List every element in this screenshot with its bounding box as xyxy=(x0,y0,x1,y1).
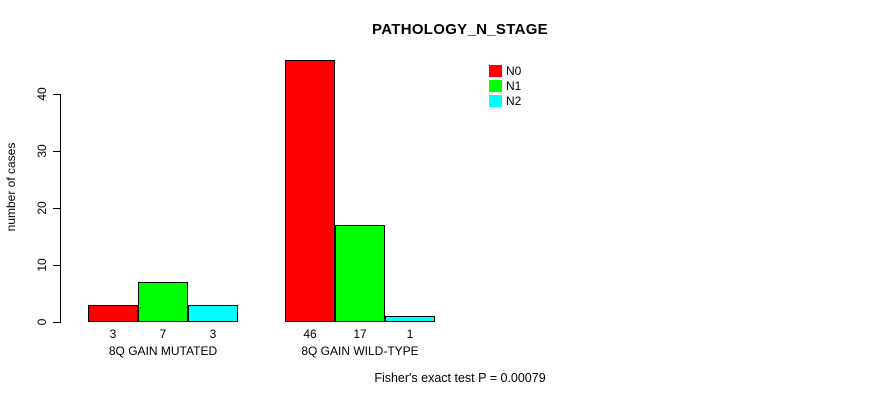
bar-n1-1 xyxy=(335,225,385,322)
y-tick-label: 30 xyxy=(35,144,49,158)
y-tick-mark xyxy=(53,208,60,209)
bar-value-label: 7 xyxy=(159,327,167,341)
y-tick-label: 10 xyxy=(35,258,49,272)
bar-n1-0 xyxy=(138,282,188,322)
legend-item-n2: N2 xyxy=(489,93,521,108)
legend-label: N2 xyxy=(506,93,522,108)
legend-item-n0: N0 xyxy=(489,63,521,78)
y-tick-label: 0 xyxy=(35,318,49,326)
y-tick-mark xyxy=(53,265,60,266)
legend-label: N0 xyxy=(506,63,522,78)
legend-swatch xyxy=(489,79,502,92)
bar-n0-0 xyxy=(88,305,138,322)
y-tick-mark xyxy=(53,94,60,95)
y-axis xyxy=(60,94,61,323)
bar-n2-0 xyxy=(188,305,238,322)
category-label-wild-type: 8Q GAIN WILD-TYPE xyxy=(301,344,419,358)
bar-value-label: 3 xyxy=(109,327,117,341)
legend-swatch xyxy=(489,94,502,107)
annotation-text: Fisher's exact test P = 0.00079 xyxy=(374,371,546,385)
legend: N0 N1 N2 xyxy=(489,63,521,108)
y-tick-label: 20 xyxy=(35,201,49,215)
bar-n2-1 xyxy=(385,316,435,322)
y-axis-label: number of cases xyxy=(4,142,18,232)
legend-swatch xyxy=(489,64,502,77)
bar-value-label: 17 xyxy=(353,327,367,341)
legend-item-n1: N1 xyxy=(489,78,521,93)
y-tick-mark xyxy=(53,322,60,323)
bar-value-label: 3 xyxy=(209,327,217,341)
bar-value-label: 1 xyxy=(406,327,414,341)
legend-label: N1 xyxy=(506,78,522,93)
y-tick-label: 40 xyxy=(35,87,49,101)
y-tick-mark xyxy=(53,151,60,152)
category-label-mutated: 8Q GAIN MUTATED xyxy=(108,344,218,358)
bar-value-label: 46 xyxy=(303,327,317,341)
chart-title: PATHOLOGY_N_STAGE xyxy=(372,21,548,38)
bar-n0-1 xyxy=(285,60,335,322)
